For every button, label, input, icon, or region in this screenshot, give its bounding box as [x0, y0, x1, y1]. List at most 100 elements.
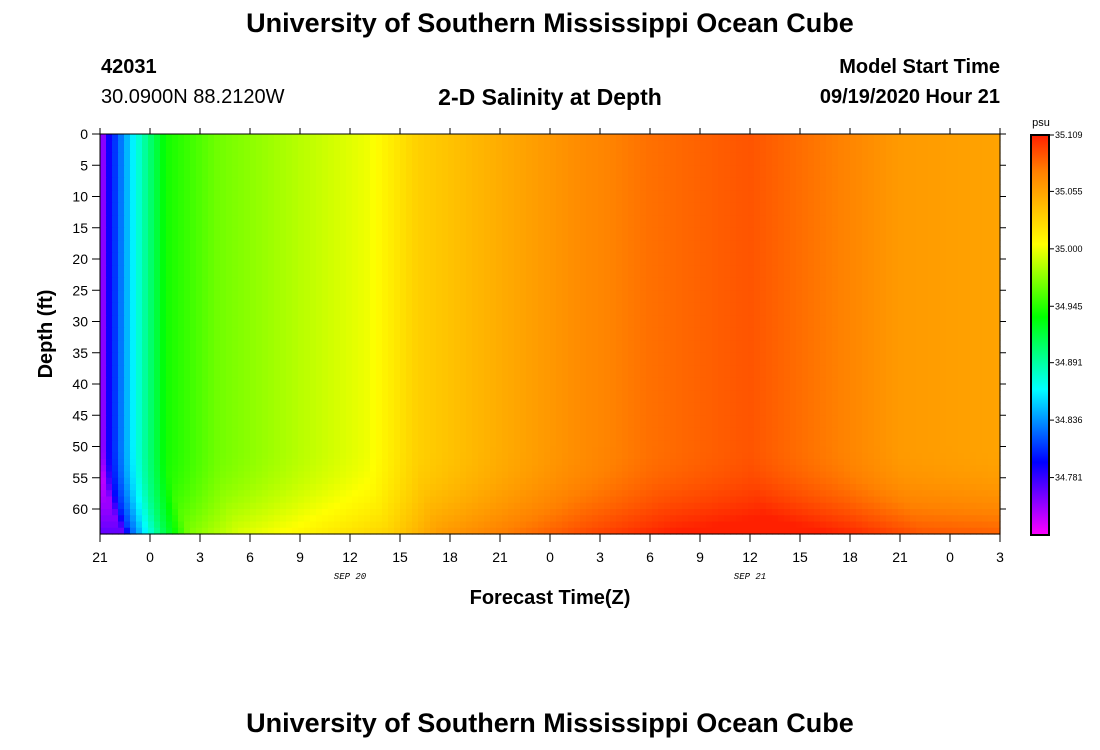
heatmap-cell [664, 177, 671, 185]
heatmap-cell [112, 334, 119, 341]
heatmap-cell [670, 165, 677, 173]
heatmap-cell [910, 277, 917, 285]
heatmap-cell [562, 152, 569, 160]
heatmap-cell [874, 165, 881, 173]
heatmap-cell [616, 140, 623, 148]
heatmap-cell [202, 215, 209, 223]
heatmap-cell [694, 152, 701, 160]
heatmap-cell [628, 165, 635, 173]
heatmap-cell [526, 134, 533, 141]
heatmap-cell [670, 196, 677, 204]
heatmap-cell [856, 190, 863, 198]
heatmap-cell [616, 315, 623, 323]
heatmap-cell [154, 165, 161, 173]
heatmap-cell [316, 296, 323, 304]
heatmap-cell [268, 152, 275, 160]
heatmap-cell [112, 227, 119, 235]
heatmap-cell [412, 321, 419, 329]
heatmap-cell [862, 240, 869, 248]
heatmap-cell [538, 296, 545, 304]
heatmap-cell [766, 302, 773, 310]
heatmap-cell [706, 234, 713, 241]
heatmap-cell [100, 240, 107, 248]
heatmap-cell [508, 290, 515, 298]
heatmap-cell [604, 246, 611, 254]
heatmap-cell [208, 327, 215, 335]
heatmap-cell [646, 134, 653, 141]
heatmap-cell [394, 309, 401, 316]
heatmap-cell [412, 152, 419, 160]
heatmap-cell [364, 234, 371, 241]
heatmap-cell [328, 202, 335, 210]
heatmap-cell [796, 196, 803, 204]
heatmap-cell [520, 177, 527, 185]
heatmap-cell [316, 177, 323, 185]
heatmap-cell [772, 202, 779, 210]
heatmap-cell [994, 246, 1001, 254]
heatmap-cell [490, 159, 497, 166]
heatmap-cell [760, 202, 767, 210]
heatmap-cell [982, 146, 989, 154]
heatmap-cell [874, 234, 881, 241]
heatmap-cell [460, 240, 467, 248]
heatmap-cell [160, 159, 167, 166]
heatmap-cell [736, 221, 743, 229]
heatmap-cell [838, 184, 845, 191]
heatmap-cell [754, 315, 761, 323]
heatmap-cell [520, 284, 527, 291]
heatmap-cell [676, 252, 683, 260]
heatmap-cell [532, 259, 539, 266]
heatmap-cell [928, 240, 935, 248]
heatmap-cell [532, 327, 539, 335]
heatmap-cell [916, 321, 923, 329]
heatmap-cell [178, 227, 185, 235]
heatmap-cell [580, 215, 587, 223]
heatmap-cell [634, 252, 641, 260]
heatmap-cell [274, 234, 281, 241]
heatmap-cell [652, 196, 659, 204]
heatmap-cell [838, 252, 845, 260]
heatmap-cell [982, 302, 989, 310]
heatmap-cell [202, 290, 209, 298]
heatmap-cell [646, 246, 653, 254]
heatmap-cell [310, 227, 317, 235]
heatmap-cell [418, 259, 425, 266]
heatmap-cell [556, 190, 563, 198]
heatmap-cell [262, 327, 269, 335]
heatmap-cell [910, 252, 917, 260]
heatmap-cell [838, 265, 845, 273]
heatmap-cell [202, 302, 209, 310]
heatmap-cell [304, 171, 311, 179]
heatmap-cell [838, 134, 845, 141]
heatmap-cell [640, 140, 647, 148]
heatmap-cell [886, 184, 893, 191]
heatmap-cell [784, 334, 791, 341]
heatmap-cell [376, 221, 383, 229]
heatmap-cell [688, 159, 695, 166]
heatmap-cell [646, 177, 653, 185]
heatmap-cell [796, 284, 803, 291]
heatmap-cell [478, 209, 485, 216]
heatmap-cell [814, 190, 821, 198]
heatmap-cell [388, 271, 395, 279]
heatmap-cell [958, 202, 965, 210]
heatmap-cell [682, 327, 689, 335]
heatmap-cell [802, 227, 809, 235]
heatmap-cell [256, 190, 263, 198]
heatmap-cell [448, 315, 455, 323]
heatmap-cell [400, 159, 407, 166]
heatmap-cell [790, 209, 797, 216]
heatmap-cell [370, 184, 377, 191]
heatmap-cell [964, 159, 971, 166]
heatmap-cell [322, 271, 329, 279]
heatmap-cell [544, 259, 551, 266]
heatmap-cell [934, 246, 941, 254]
heatmap-cell [826, 215, 833, 223]
heatmap-cell [250, 184, 257, 191]
heatmap-cell [316, 209, 323, 216]
heatmap-cell [784, 234, 791, 241]
heatmap-cell [370, 171, 377, 179]
heatmap-cell [700, 227, 707, 235]
heatmap-cell [832, 240, 839, 248]
heatmap-cell [430, 252, 437, 260]
